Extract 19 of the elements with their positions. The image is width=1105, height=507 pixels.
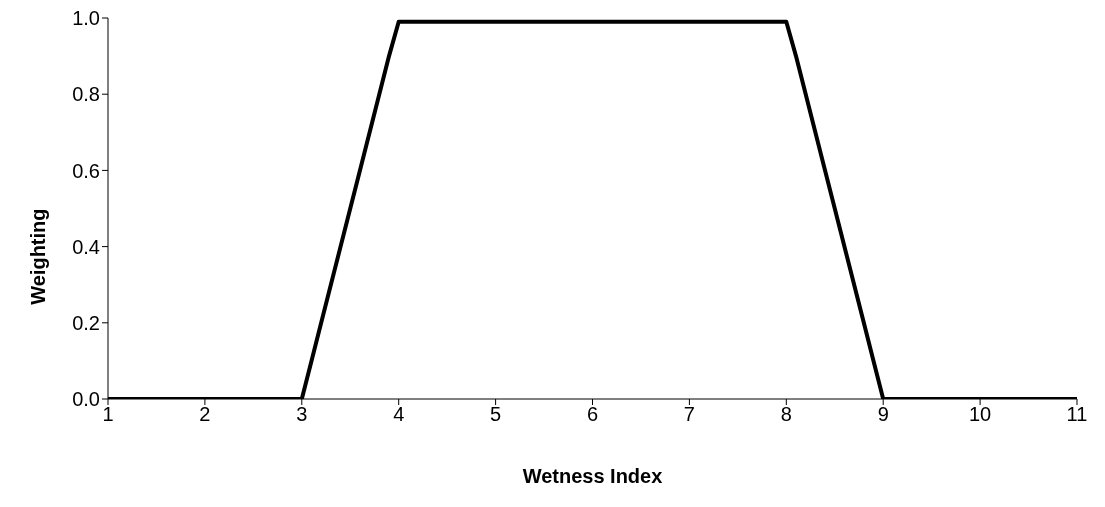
x-tick-label: 8 [780, 403, 792, 426]
y-axis-title: Weighting [27, 208, 50, 305]
x-tick-label: 4 [393, 403, 405, 426]
x-tick-label: 1 [102, 403, 114, 426]
y-tick-label: 1.0 [72, 7, 100, 30]
x-tick-label: 9 [877, 403, 889, 426]
x-tick-label: 3 [296, 403, 308, 426]
x-tick-label: 10 [968, 403, 992, 426]
y-tick-label: 0.6 [72, 159, 100, 182]
y-tick-label: 0.0 [72, 388, 100, 411]
x-tick-label: 11 [1066, 403, 1088, 426]
x-tick-label: 2 [199, 403, 211, 426]
y-tick-label: 0.2 [72, 311, 100, 334]
x-tick-label: 5 [490, 403, 502, 426]
x-axis-title: Wetness Index [522, 465, 663, 488]
x-tick-label: 6 [586, 403, 599, 426]
y-tick-label: 0.4 [72, 235, 100, 258]
x-tick-label: 7 [683, 403, 695, 426]
y-tick-label: 0.8 [72, 83, 100, 106]
